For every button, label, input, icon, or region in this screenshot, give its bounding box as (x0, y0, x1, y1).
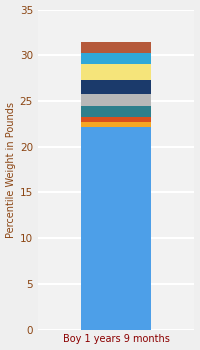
Bar (81, 118, 151, 122)
Bar (81, 52, 151, 63)
Y-axis label: Percentile Weight in Pounds: Percentile Weight in Pounds (6, 102, 16, 238)
Bar (81, 127, 151, 330)
Bar (81, 122, 151, 127)
Bar (81, 80, 151, 94)
Bar (81, 42, 151, 52)
Bar (81, 94, 151, 106)
Bar (81, 106, 151, 118)
Bar (81, 63, 151, 80)
